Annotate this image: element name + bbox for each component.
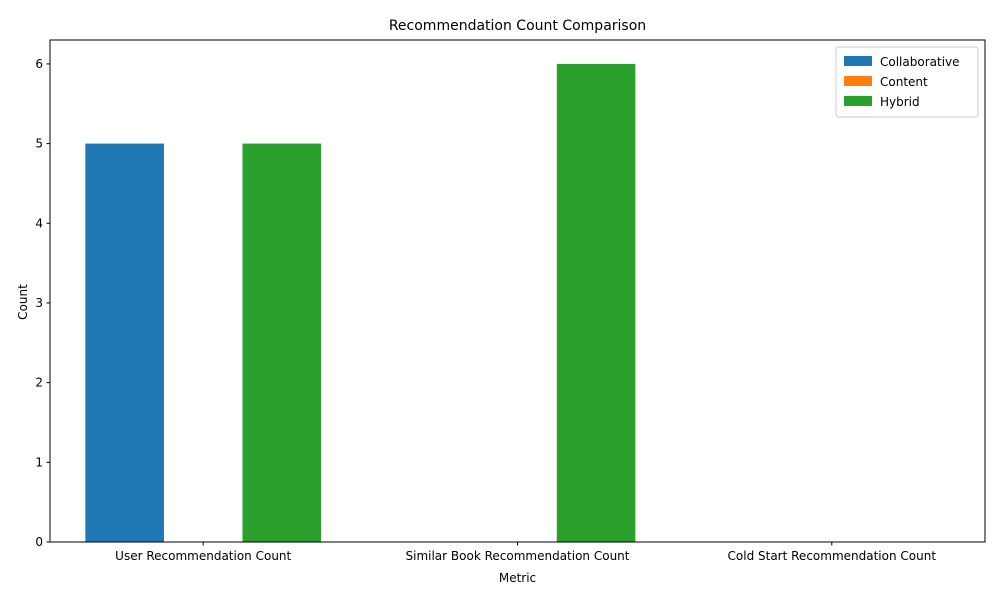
y-tick-label: 3 [35, 296, 43, 310]
legend: Collaborative Content Hybrid [835, 46, 979, 118]
y-tick-label: 2 [35, 376, 43, 390]
y-tick-label: 1 [35, 455, 43, 469]
y-tick-label: 5 [35, 137, 43, 151]
chart-title: Recommendation Count Comparison [389, 18, 646, 34]
bars-layer [85, 63, 636, 543]
x-tick-label: Cold Start Recommendation Count [728, 549, 937, 563]
x-axis: User Recommendation Count Similar Book Re… [115, 542, 936, 563]
legend-swatch-content [844, 76, 872, 86]
bar-collaborative-1 [85, 143, 164, 543]
x-tick-label: Similar Book Recommendation Count [406, 549, 630, 563]
y-tick-label: 4 [35, 216, 43, 230]
y-tick-label: 6 [35, 57, 43, 71]
y-axis: 0 1 2 3 4 5 6 [35, 57, 50, 549]
legend-label-content: Content [880, 75, 928, 89]
y-tick-label: 0 [35, 535, 43, 549]
bar-hybrid-2 [556, 63, 636, 543]
y-axis-label: Count [16, 284, 30, 320]
bar-hybrid-1 [242, 143, 322, 543]
legend-swatch-collaborative [844, 56, 872, 66]
x-tick-label: User Recommendation Count [115, 549, 291, 563]
x-axis-label: Metric [499, 571, 536, 585]
legend-label-collaborative: Collaborative [880, 55, 960, 69]
plot-frame [49, 39, 986, 543]
legend-label-hybrid: Hybrid [880, 95, 920, 109]
legend-swatch-hybrid [844, 96, 872, 106]
